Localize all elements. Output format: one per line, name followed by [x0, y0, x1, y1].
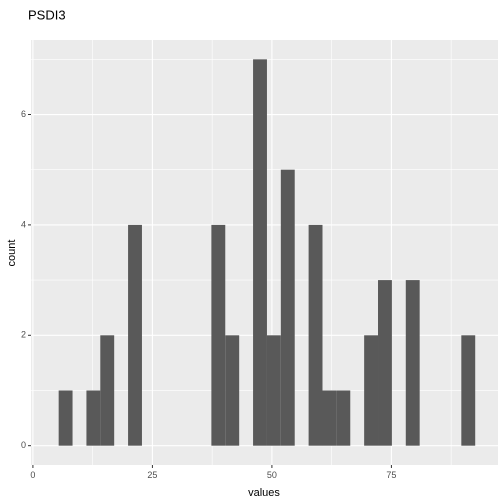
histogram-bar: [100, 335, 115, 446]
y-tick-label: 2: [21, 330, 26, 340]
histogram-bar: [322, 390, 337, 446]
y-tick-label: 6: [21, 109, 26, 119]
x-tick-label: 50: [267, 470, 277, 480]
histogram-bar: [461, 335, 476, 446]
histogram-bar: [128, 224, 142, 446]
histogram-bar: [58, 390, 73, 446]
histogram-bar: [308, 224, 323, 446]
histogram-bar: [86, 390, 101, 446]
y-tick-label: 0: [21, 440, 26, 450]
chart-title: PSDI3: [28, 7, 66, 22]
y-axis-ticks: 0 2 4 6: [21, 109, 31, 450]
x-tick-label: 75: [386, 470, 396, 480]
histogram-bar: [211, 224, 226, 446]
histogram-bar: [364, 335, 379, 446]
y-tick-label: 4: [21, 219, 26, 229]
bars: [58, 59, 476, 446]
histogram-bar: [336, 390, 351, 446]
histogram-bar: [378, 280, 392, 446]
x-tick-label: 25: [147, 470, 157, 480]
histogram-bar: [405, 280, 420, 446]
histogram-bar: [266, 335, 281, 446]
histogram-bar: [253, 59, 267, 446]
histogram-bar: [280, 169, 295, 446]
x-axis-title: values: [248, 487, 280, 499]
x-axis-ticks: 0 25 50 75: [30, 465, 396, 480]
histogram-bar: [225, 335, 240, 446]
y-axis-title: count: [6, 240, 18, 267]
x-tick-label: 0: [30, 470, 35, 480]
